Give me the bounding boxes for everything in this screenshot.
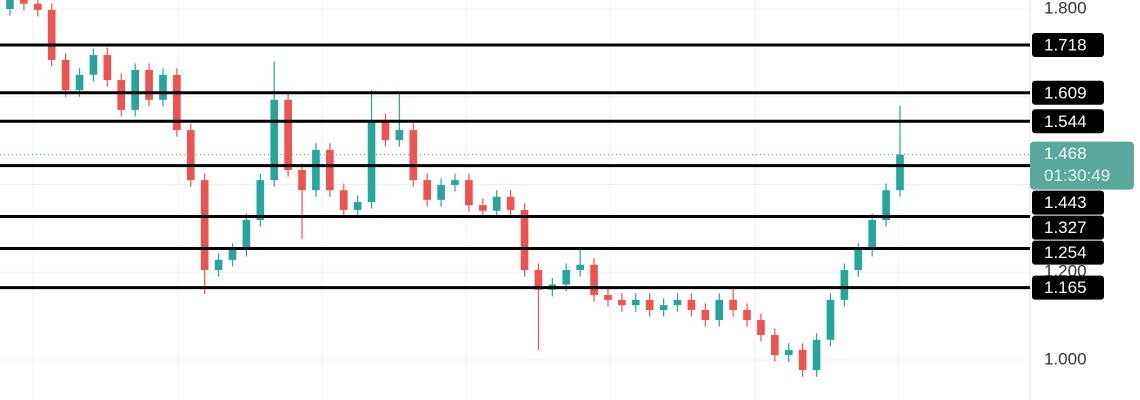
- level-label: 1.718: [1044, 35, 1087, 54]
- candle-body: [506, 196, 515, 210]
- current-price-label: 1.468: [1044, 144, 1087, 163]
- candle-body: [882, 190, 890, 221]
- candle-body: [451, 180, 459, 185]
- candle-body: [145, 69, 153, 100]
- candle-body: [743, 309, 751, 321]
- candle-body: [312, 149, 320, 191]
- candle-body: [103, 55, 112, 81]
- candle-body: [437, 184, 445, 200]
- candle-body: [576, 264, 584, 271]
- candle-body: [61, 59, 70, 91]
- candle-body: [353, 202, 362, 210]
- candle-body: [173, 74, 181, 131]
- candle-body: [757, 320, 765, 335]
- candle-body: [339, 190, 348, 210]
- candle-body: [6, 0, 14, 9]
- current-price-box: [1030, 141, 1134, 190]
- candle-body: [89, 55, 98, 75]
- level-label-box: [1032, 80, 1104, 105]
- candle-body: [771, 334, 779, 356]
- candle-body: [409, 130, 418, 181]
- candle-body: [840, 270, 849, 300]
- countdown-label: 01:30:49: [1044, 166, 1110, 185]
- candle-body: [284, 99, 292, 171]
- level-label: 1.609: [1044, 83, 1087, 102]
- candle-body: [604, 295, 612, 300]
- candle-body: [687, 299, 696, 310]
- candle-body: [47, 9, 56, 60]
- candle-body: [214, 259, 223, 271]
- candle-body: [631, 299, 640, 306]
- candle-body: [784, 349, 793, 356]
- candle-body: [200, 180, 209, 271]
- candle-body: [854, 249, 863, 271]
- level-label: 1.327: [1044, 218, 1087, 237]
- level-label-box: [1032, 109, 1104, 134]
- level-label-box: [1032, 240, 1104, 265]
- candle-body: [492, 196, 501, 211]
- candle-body: [326, 149, 334, 191]
- level-label: 1.544: [1044, 112, 1087, 131]
- candle-body: [381, 119, 390, 141]
- y-tick-label: 1.000: [1044, 349, 1087, 368]
- candle-body: [729, 299, 737, 310]
- candle-body: [367, 119, 376, 203]
- candle-body: [520, 209, 529, 271]
- level-label-box: [1032, 215, 1104, 240]
- y-tick-label: 1.800: [1044, 0, 1087, 17]
- candle-body: [256, 180, 265, 221]
- candle-body: [798, 349, 807, 371]
- candle-body: [478, 205, 487, 211]
- candle-body: [465, 180, 473, 206]
- x-grid: [32, 0, 899, 400]
- candle-body: [673, 299, 682, 306]
- level-label: 1.443: [1044, 193, 1087, 212]
- candle-body: [270, 99, 279, 181]
- level-label: 1.165: [1044, 278, 1087, 297]
- candle-body: [812, 339, 821, 371]
- candle-body: [590, 264, 598, 296]
- candle-body: [826, 299, 835, 340]
- candle-body: [645, 299, 654, 310]
- candle-body: [33, 3, 42, 10]
- candle-body: [896, 154, 904, 191]
- candle-body: [395, 130, 404, 141]
- candle-body: [423, 180, 432, 200]
- candle-body: [159, 74, 167, 100]
- candle-body: [618, 299, 626, 306]
- candle-body: [534, 270, 543, 290]
- candle-body: [186, 130, 195, 181]
- candle-body: [701, 309, 710, 321]
- level-label-box: [1032, 32, 1104, 57]
- candle-body: [75, 74, 84, 91]
- candle-body: [715, 299, 724, 321]
- candle-body: [562, 270, 571, 285]
- level-label-box: [1032, 275, 1104, 300]
- candle-body: [131, 69, 139, 110]
- candle-body: [20, 0, 28, 4]
- level-label-box: [1032, 190, 1104, 215]
- candle-body: [659, 305, 668, 310]
- candle-body: [242, 220, 251, 250]
- candle-body: [868, 220, 877, 250]
- candle-body: [117, 80, 126, 110]
- candle-body: [298, 170, 306, 191]
- candle-body: [228, 249, 237, 260]
- level-label: 1.254: [1044, 243, 1087, 262]
